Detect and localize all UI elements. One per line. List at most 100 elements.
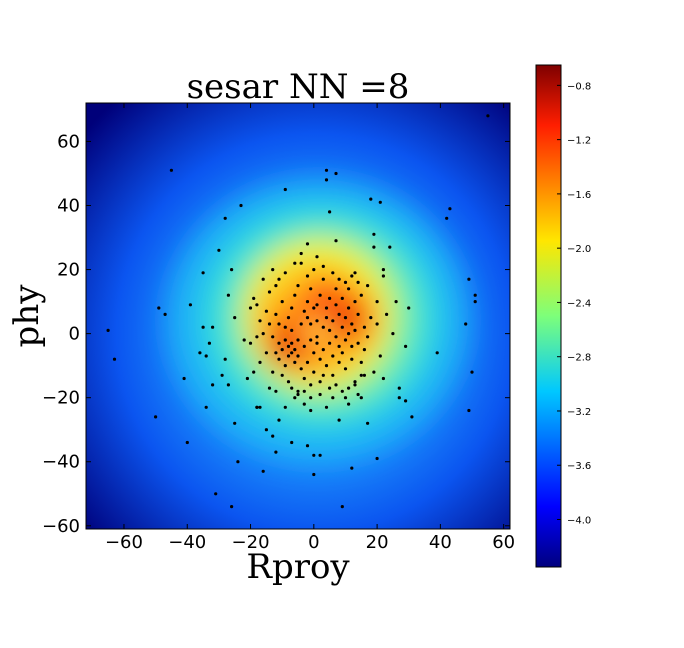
data-point [407, 306, 411, 310]
data-point [337, 312, 341, 316]
data-point [299, 261, 303, 265]
data-point [353, 383, 357, 387]
x-tick-label: −40 [168, 532, 206, 553]
colorbar-tick-label: −3.2 [567, 407, 591, 418]
data-point [362, 348, 366, 352]
data-point [267, 322, 272, 326]
data-point [312, 351, 316, 355]
data-point [293, 261, 297, 265]
data-point [296, 338, 300, 342]
data-point [230, 268, 234, 272]
data-point [220, 373, 224, 377]
data-point [204, 354, 208, 358]
x-tick-label: −60 [105, 532, 143, 553]
data-point [286, 344, 291, 348]
data-point [331, 319, 335, 323]
data-point [331, 396, 335, 400]
data-point [296, 392, 300, 397]
data-point [375, 300, 379, 304]
data-points [106, 114, 490, 509]
data-point [410, 415, 414, 419]
data-point [391, 332, 395, 336]
data-point [315, 255, 319, 259]
data-point [356, 392, 360, 397]
data-point [353, 271, 357, 275]
data-point [239, 203, 243, 208]
data-point [324, 316, 329, 320]
data-point [331, 373, 335, 377]
data-point [321, 325, 325, 329]
data-point [198, 351, 202, 355]
data-point [375, 456, 379, 461]
data-point [331, 271, 335, 275]
data-point [112, 357, 117, 361]
data-point [359, 396, 363, 400]
data-point [378, 354, 382, 358]
data-point [378, 200, 382, 204]
data-point [318, 293, 322, 297]
data-point [343, 338, 348, 342]
data-point [350, 357, 354, 361]
data-point [226, 383, 230, 387]
data-point [467, 277, 471, 281]
data-point [337, 344, 341, 348]
data-point [283, 405, 287, 409]
data-point [283, 271, 287, 275]
data-point [337, 277, 341, 281]
y-tick-label: 0 [69, 324, 80, 345]
data-point [369, 197, 373, 201]
data-point [223, 357, 227, 361]
data-point [467, 408, 471, 413]
colorbar-tick-label: −1.2 [567, 136, 591, 147]
data-point [315, 303, 319, 307]
data-point [356, 312, 360, 316]
data-point [334, 383, 338, 387]
data-point [261, 469, 265, 473]
data-point [353, 328, 357, 332]
data-point [375, 322, 379, 326]
data-point [302, 389, 306, 393]
data-point [299, 251, 303, 256]
data-point [324, 405, 329, 409]
data-point [274, 450, 278, 454]
data-point [154, 415, 158, 419]
data-point [350, 274, 354, 278]
data-point [261, 277, 265, 281]
x-tick-label: 20 [366, 532, 389, 553]
x-axis-ticks: −60 −40 −20 0 20 40 60 [105, 103, 515, 553]
data-point [445, 216, 449, 220]
data-point [347, 306, 351, 310]
data-point [277, 277, 281, 281]
data-point [305, 274, 310, 278]
data-point [217, 248, 221, 252]
data-point [347, 386, 351, 390]
data-point [214, 492, 218, 496]
data-point [372, 232, 376, 236]
data-point [350, 466, 354, 470]
data-point [350, 344, 354, 348]
colorbar-tick-label: −3.6 [567, 461, 591, 472]
colorbar: −4.0 −3.6 −3.2 −2.8 −2.4 −2.0 −1.6 −1.2 −0.8 [535, 64, 591, 568]
data-point [280, 373, 284, 377]
data-point [312, 268, 316, 272]
data-point [328, 341, 332, 345]
data-point [258, 319, 262, 323]
data-point [340, 351, 344, 355]
x-tick-label: 0 [308, 532, 319, 553]
data-point [381, 376, 385, 381]
data-point [435, 351, 439, 355]
data-point [163, 312, 167, 316]
data-point [356, 341, 360, 345]
data-point [302, 309, 306, 313]
data-point [286, 380, 291, 384]
data-point [347, 402, 351, 406]
data-point [290, 341, 294, 345]
data-point [328, 210, 332, 214]
data-point [381, 274, 385, 278]
data-point [321, 348, 325, 352]
colorbar-tick-label: −2.0 [567, 244, 591, 255]
data-point [347, 332, 351, 336]
data-point [353, 300, 357, 304]
data-point [290, 386, 294, 390]
